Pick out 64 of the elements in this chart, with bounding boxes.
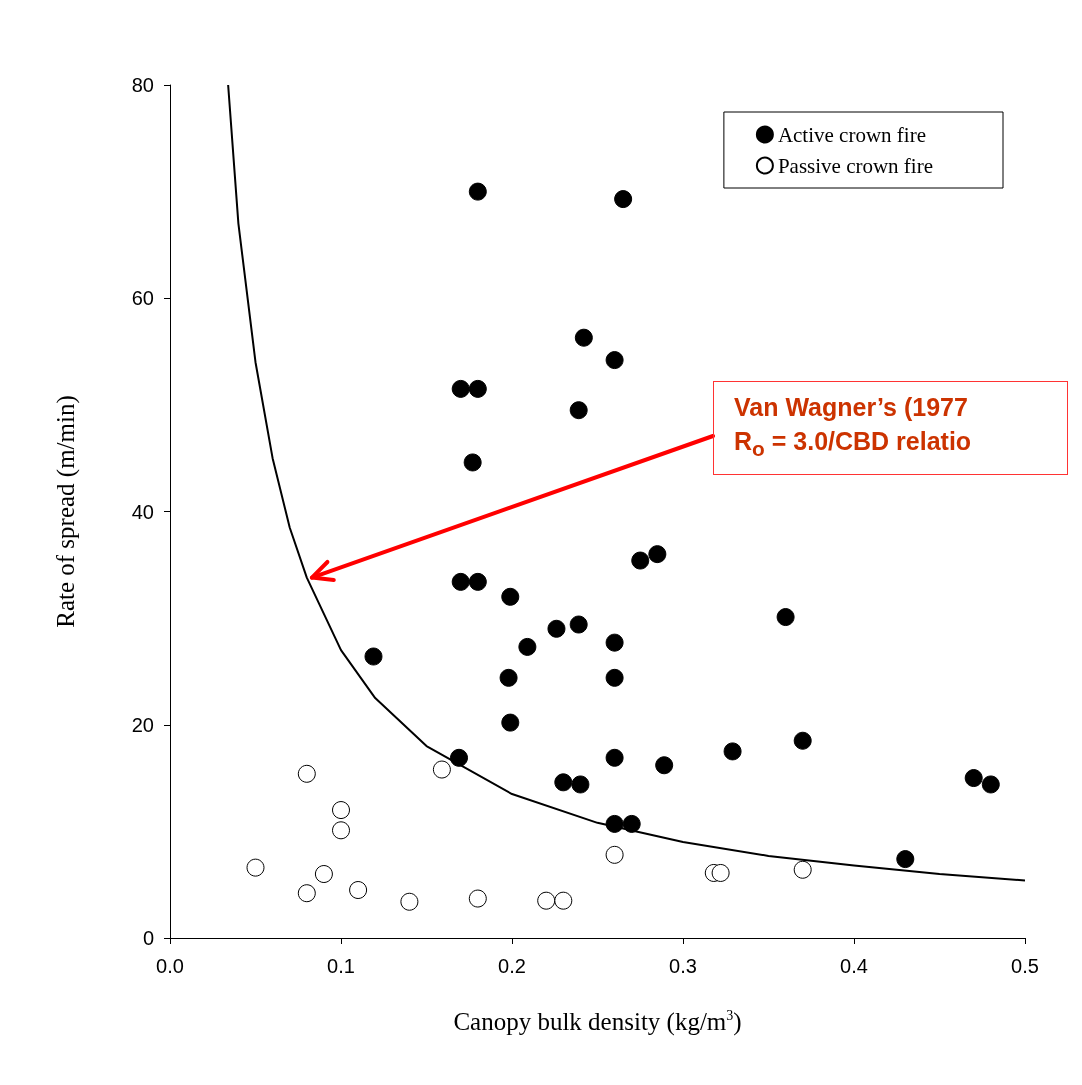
y-tick-label: 0 [142, 927, 154, 949]
point [605, 351, 624, 370]
point [614, 190, 633, 209]
point [499, 668, 518, 687]
point [981, 775, 1000, 794]
point [631, 551, 650, 570]
y-tick-label: 40 [131, 500, 154, 523]
point [246, 858, 265, 877]
point [450, 748, 468, 767]
point [554, 773, 573, 792]
point [793, 731, 812, 750]
y-tick-label: 60 [131, 287, 154, 310]
point [451, 572, 470, 591]
point [501, 713, 520, 732]
point [332, 821, 350, 840]
point [349, 881, 368, 900]
point [518, 637, 537, 656]
point [314, 865, 333, 884]
point [648, 545, 667, 564]
point [605, 633, 624, 652]
point [332, 801, 350, 820]
point [554, 891, 573, 910]
y-tick-label: 80 [131, 74, 154, 96]
point [547, 619, 566, 638]
x-tick-label: 0.4 [840, 955, 868, 977]
point [711, 863, 730, 882]
point [501, 587, 520, 606]
point [605, 748, 624, 767]
point [468, 572, 487, 591]
point [605, 668, 624, 687]
x-tick-label: 0.2 [498, 955, 526, 977]
point [468, 182, 487, 201]
point [569, 615, 588, 634]
point [297, 764, 316, 783]
point [468, 379, 487, 398]
legend-label: Passive crown fire [777, 153, 933, 178]
point [605, 845, 624, 864]
point [400, 892, 419, 911]
point [896, 850, 915, 869]
point [776, 608, 795, 627]
point [723, 742, 742, 761]
annotation: Van Wagner’s (1977 R$_{o}$ = 3.0/CBD relatio [713, 381, 1068, 475]
point [571, 775, 590, 794]
x-tick-label: 0.0 [156, 955, 184, 977]
point [574, 328, 593, 347]
y-tick-label: 20 [131, 713, 154, 736]
x-tick-label: 0.3 [669, 955, 697, 977]
point [569, 401, 588, 420]
point [655, 756, 674, 775]
x-tick-label: 0.5 [1011, 955, 1039, 977]
y-axis-title: Rate of spread (m/min) [52, 395, 80, 628]
line-series [227, 84, 1026, 882]
legend-label: Active crown fire [777, 122, 926, 147]
point [793, 860, 812, 879]
point [468, 889, 487, 908]
point [964, 769, 983, 788]
point [622, 814, 641, 833]
x-tick-label: 0.1 [327, 955, 355, 977]
point [451, 379, 470, 398]
point [463, 453, 482, 472]
point [537, 891, 556, 910]
point [432, 760, 451, 779]
point [364, 647, 383, 666]
point [297, 884, 316, 903]
